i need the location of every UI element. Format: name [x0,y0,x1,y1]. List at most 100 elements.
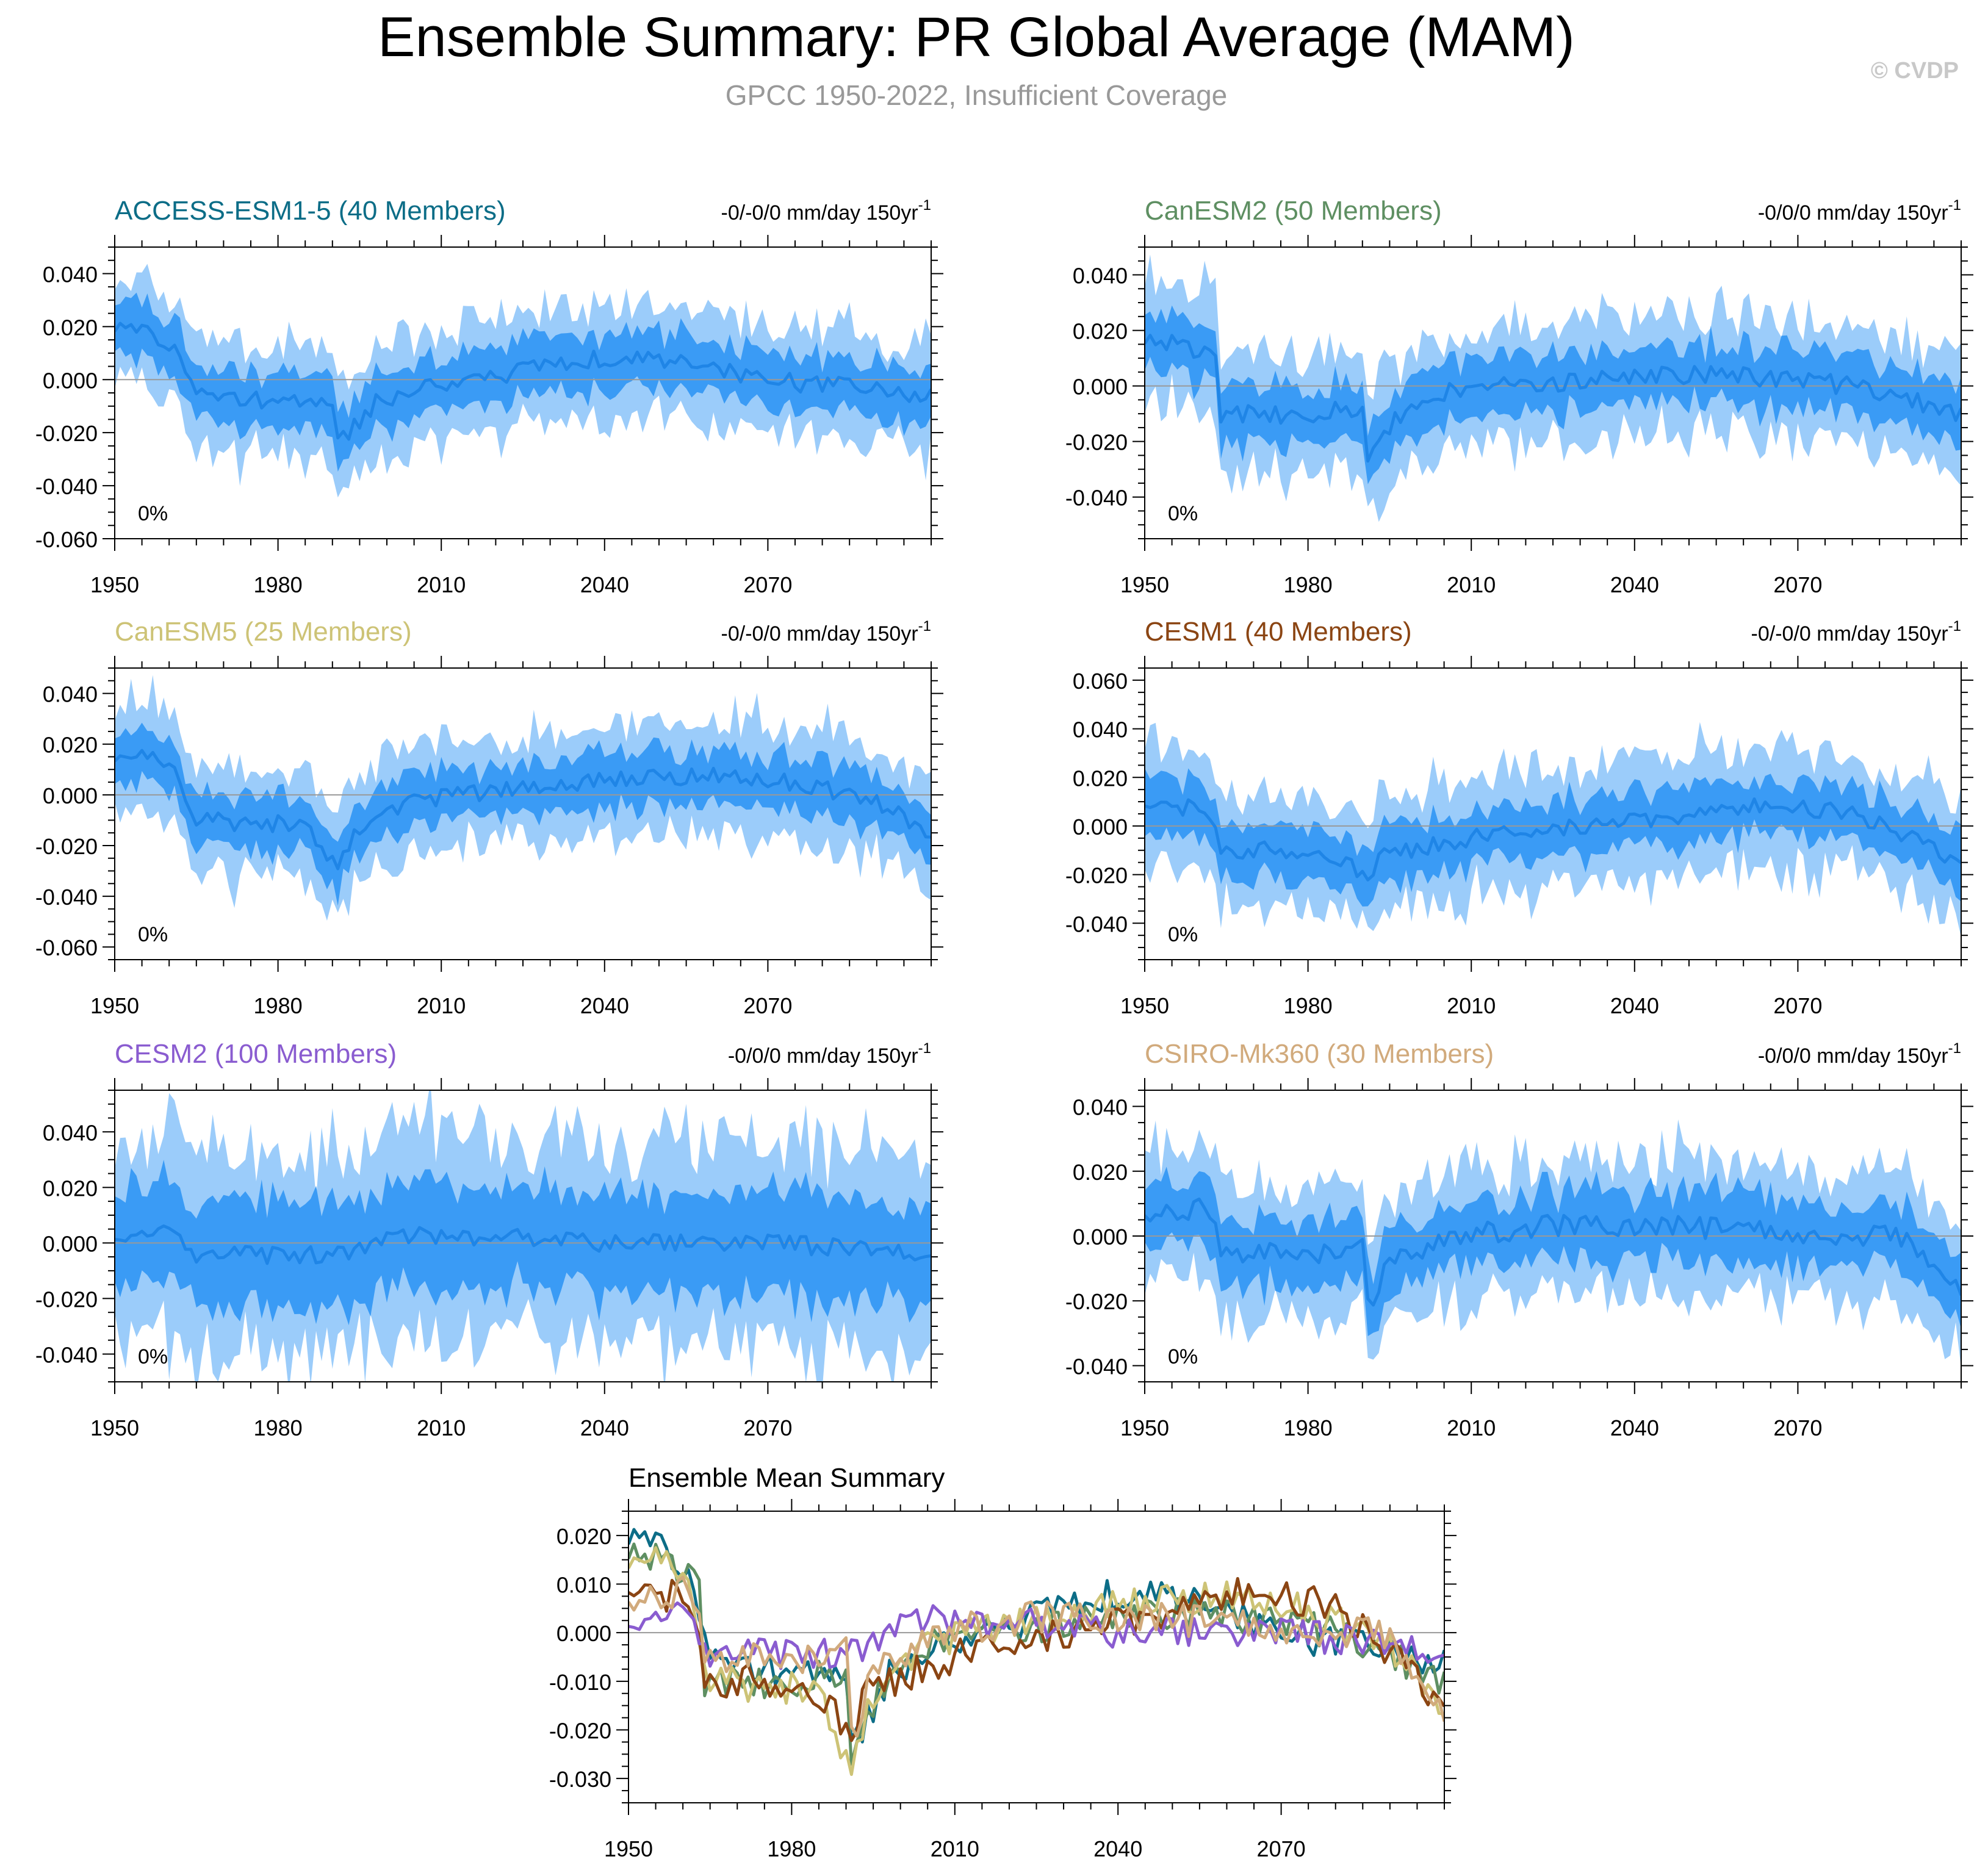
y-tick-label: 0.000 [556,1621,611,1646]
x-tick-label: 2010 [417,1415,466,1440]
trend-label-text: -0/0/0 mm/day 150yr [728,1044,918,1068]
x-tick-label: 2070 [1257,1836,1306,1861]
series-line-cesm1 [628,1577,1444,1742]
x-tick-label: 2010 [1447,1415,1496,1440]
y-tick-label: 0.010 [556,1573,611,1598]
x-tick-label: 2070 [1773,993,1822,1018]
panel-title: CSIRO-Mk360 (30 Members) [1145,1039,1494,1069]
plot-area [1145,254,1961,522]
x-tick-label: 2040 [580,993,629,1018]
trend-label-exponent: -1 [918,197,931,214]
page-title: Ensemble Summary: PR Global Average (MAM… [378,6,1575,68]
series-line-canesm5 [628,1546,1444,1776]
y-tick-label: 0.000 [43,1231,98,1256]
page-subtitle: GPCC 1950-2022, Insufficient Coverage [726,79,1228,111]
x-tick-label: 1950 [90,993,139,1018]
plot-area [1145,1119,1961,1368]
panel-cesm1: 0.060 0.040 0.020 0.000 -0.020 -0.040 1950 1980… [1065,617,1973,1018]
y-tick-label: 0.060 [1073,669,1128,694]
y-tick-label: -0.020 [1065,430,1128,455]
ensemble-mean-line [1145,797,1961,882]
inner-spread-band [1145,305,1961,484]
y-tick-label: -0.040 [1065,1354,1128,1379]
y-tick-label: -0.040 [35,474,98,499]
x-tick-label: 2040 [1610,572,1659,597]
ensemble-mean-line [115,322,931,441]
panel-cesm2: 0.040 0.020 0.000 -0.020 -0.040 1950 1980 2010 2… [35,1039,943,1440]
series-line-csiro [628,1575,1444,1738]
y-tick-label: -0.020 [1065,863,1128,888]
x-tick-label: 1980 [1284,572,1333,597]
x-tick-label: 2040 [1093,1836,1142,1861]
y-tick-label: -0.020 [35,421,98,446]
panel-canesm2: 0.040 0.020 0.000 -0.020 -0.040 1950 1980 2010 2… [1065,196,1973,597]
x-tick-label: 1950 [90,1415,139,1440]
panel-title: CESM2 (100 Members) [115,1039,397,1069]
x-tick-label: 2010 [417,993,466,1018]
x-tick-label: 2010 [417,572,466,597]
y-tick-label: 0.020 [43,733,98,758]
panel-title: CanESM2 (50 Members) [1145,196,1442,226]
plot-area [1145,722,1961,938]
trend-label: -0/-0/0 mm/day 150yr-1 [721,197,931,225]
panel-ensemble-mean: 0.020 0.010 0.000 -0.010 -0.020 -0.030 1950 198… [549,1463,1457,1861]
y-tick-label: 0.040 [1073,717,1128,742]
y-tick-label: 0.040 [43,1120,98,1145]
trend-label-exponent: -1 [1948,1040,1961,1057]
x-tick-label: 1950 [90,572,139,597]
x-tick-label: 1950 [1120,993,1169,1018]
panel-canesm5: 0.040 0.020 0.000 -0.020 -0.040 -0.060 1950 198… [35,617,943,1018]
y-tick-label: 0.000 [1073,1224,1128,1249]
y-tick-label: -0.020 [1065,1289,1128,1314]
trend-label-text: -0/-0/0 mm/day 150yr [721,622,918,645]
inner-spread-band [1145,1166,1961,1337]
trend-label-exponent: -1 [1948,197,1961,214]
percent-label: 0% [138,1345,168,1368]
y-tick-label: -0.040 [35,885,98,910]
y-tick-label: -0.060 [35,527,98,552]
y-tick-label: -0.040 [1065,486,1128,511]
y-tick-label: 0.020 [1073,766,1128,791]
x-tick-label: 1950 [1120,1415,1169,1440]
series-line-canesm2 [628,1542,1444,1766]
trend-label: -0/0/0 mm/day 150yr-1 [1758,197,1961,225]
trend-label: -0/0/0 mm/day 150yr-1 [728,1040,931,1068]
trend-label-exponent: -1 [918,618,931,634]
y-tick-label: 0.000 [43,368,98,393]
x-tick-label: 1980 [254,993,303,1018]
x-tick-label: 1950 [604,1836,653,1861]
x-tick-label: 2040 [580,1415,629,1440]
percent-label: 0% [1168,923,1198,946]
y-tick-label: 0.040 [43,262,98,287]
ensemble-mean-line [1145,1197,1961,1307]
trend-label: -0/-0/0 mm/day 150yr-1 [1751,618,1961,645]
plot-area [115,675,931,921]
x-tick-label: 2040 [1610,1415,1659,1440]
ensemble-mean-line [1145,334,1961,463]
trend-label: -0/0/0 mm/day 150yr-1 [1758,1040,1961,1068]
y-tick-label: 0.020 [1073,1160,1128,1185]
y-tick-label: -0.020 [549,1719,611,1744]
x-tick-label: 1950 [1120,572,1169,597]
plot-area [115,264,931,498]
percent-label: 0% [1168,1345,1198,1368]
y-tick-label: 0.020 [556,1524,611,1549]
panel-access: 0.040 0.020 0.000 -0.020 -0.040 -0.060 1950 198… [35,196,943,597]
y-tick-label: 0.020 [1073,319,1128,344]
x-tick-label: 2010 [1447,993,1496,1018]
x-tick-label: 2070 [743,572,792,597]
y-tick-label: 0.040 [1073,1095,1128,1120]
x-tick-label: 1980 [1284,1415,1333,1440]
series-line-cesm2 [628,1601,1444,1670]
x-tick-label: 2010 [1447,572,1496,597]
trend-label-text: -0/-0/0 mm/day 150yr [721,201,918,225]
y-tick-label: 0.000 [1073,375,1128,400]
panels-group: 0.040 0.020 0.000 -0.020 -0.040 -0.060 1950 198… [35,196,1973,1861]
x-tick-label: 2040 [580,572,629,597]
x-tick-label: 1980 [1284,993,1333,1018]
y-tick-label: 0.020 [43,315,98,340]
x-tick-label: 2010 [931,1836,979,1861]
plot-area [628,1528,1444,1776]
y-tick-label: -0.020 [35,834,98,859]
ensemble-mean-line [115,749,931,871]
